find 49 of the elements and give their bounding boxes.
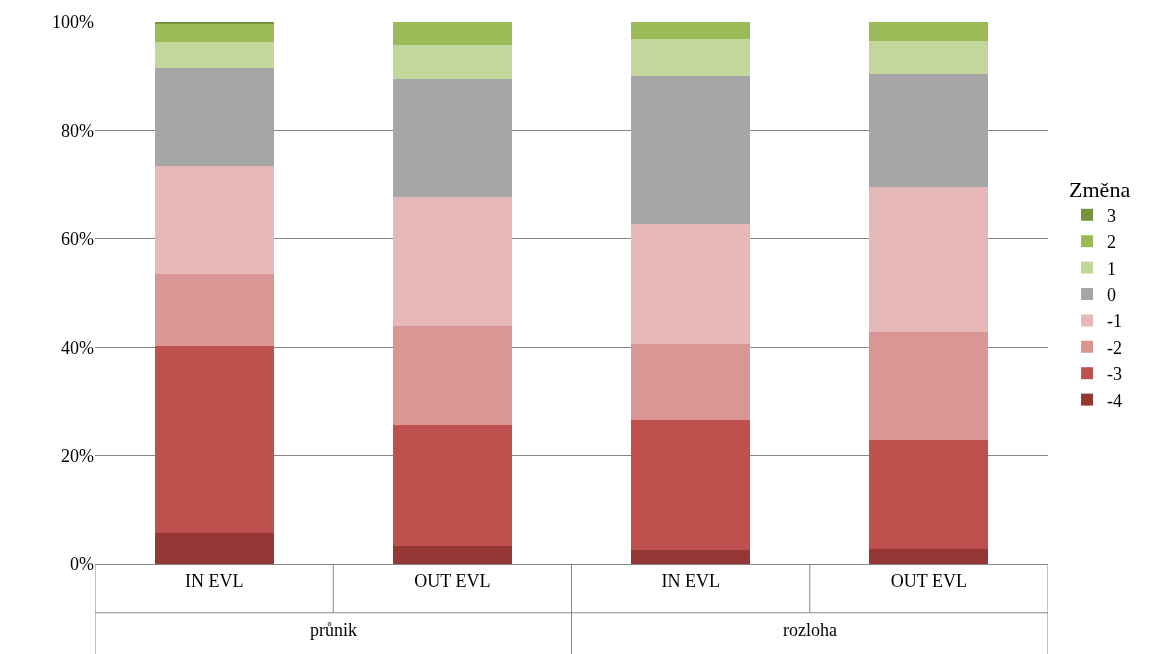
bar bbox=[869, 187, 989, 333]
legend-label: -4 bbox=[1107, 390, 1123, 411]
bar bbox=[869, 74, 989, 188]
bar bbox=[869, 548, 989, 564]
bar bbox=[154, 166, 274, 275]
x-tick-label: OUT EVL bbox=[890, 570, 967, 591]
y-tick-label: 80% bbox=[61, 120, 94, 141]
y-tick-label: 20% bbox=[61, 445, 94, 466]
legend-label: 1 bbox=[1107, 258, 1117, 279]
y-tick-label: 40% bbox=[61, 337, 94, 358]
bar bbox=[154, 274, 274, 347]
legend-label: 0 bbox=[1107, 285, 1117, 306]
bar bbox=[631, 38, 751, 76]
x-tick-label: IN EVL bbox=[661, 570, 720, 591]
bar bbox=[869, 439, 989, 549]
bar bbox=[631, 419, 751, 551]
bar bbox=[869, 332, 989, 440]
bar bbox=[392, 326, 512, 425]
bar bbox=[154, 68, 274, 167]
bar bbox=[631, 344, 751, 420]
y-tick-label: 0% bbox=[70, 554, 94, 575]
legend-label: -2 bbox=[1107, 337, 1123, 358]
y-tick-label: 60% bbox=[61, 229, 94, 250]
bar bbox=[392, 424, 512, 546]
text: průnik bbox=[310, 620, 357, 640]
bar bbox=[154, 532, 274, 564]
bar bbox=[154, 23, 274, 42]
bar bbox=[392, 22, 512, 45]
legend-label: -3 bbox=[1107, 364, 1123, 385]
bar bbox=[154, 346, 274, 533]
legend-label: -1 bbox=[1107, 311, 1123, 332]
legend-title: Změna bbox=[1069, 176, 1131, 202]
bar bbox=[869, 22, 989, 41]
text: rozloha bbox=[783, 620, 837, 640]
bar bbox=[631, 223, 751, 345]
bar bbox=[392, 44, 512, 80]
y-tick-label: 100% bbox=[52, 12, 94, 33]
bar bbox=[631, 550, 751, 564]
bar bbox=[392, 196, 512, 327]
bar bbox=[392, 79, 512, 197]
legend-label: 3 bbox=[1107, 205, 1117, 226]
bar bbox=[631, 22, 751, 39]
x-tick-label: OUT EVL bbox=[414, 570, 491, 591]
x-tick-label: IN EVL bbox=[184, 570, 244, 591]
bar bbox=[869, 40, 989, 75]
bar bbox=[392, 545, 512, 564]
legend-label: 2 bbox=[1107, 232, 1117, 253]
bar bbox=[631, 75, 751, 224]
bar bbox=[154, 41, 274, 69]
